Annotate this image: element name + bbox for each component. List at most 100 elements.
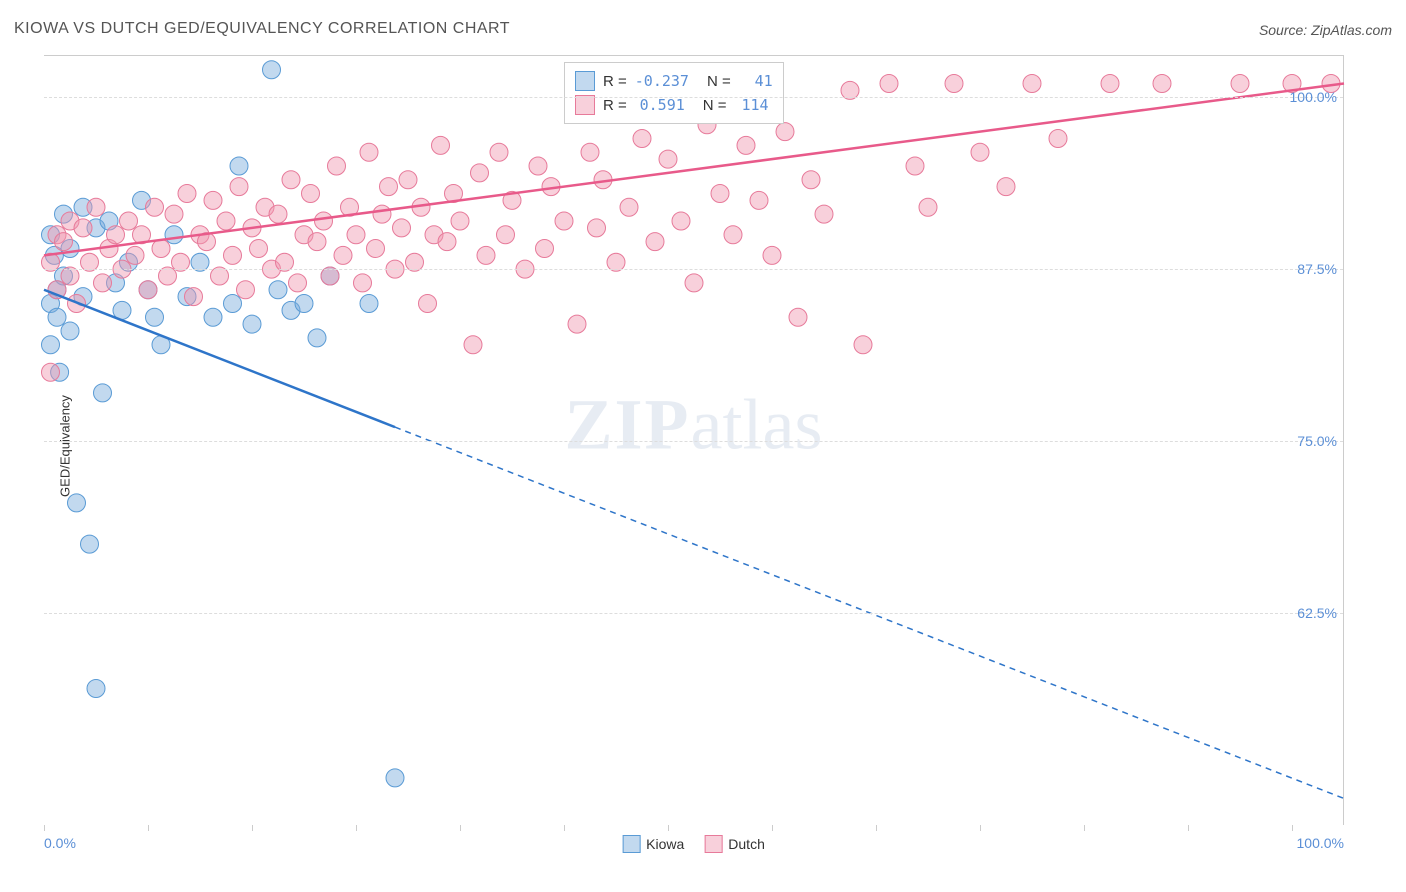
data-point xyxy=(659,150,677,168)
data-point xyxy=(880,75,898,93)
data-point xyxy=(646,233,664,251)
data-point xyxy=(146,308,164,326)
data-point xyxy=(107,226,125,244)
data-point xyxy=(263,61,281,79)
data-point xyxy=(360,295,378,313)
data-point xyxy=(204,191,222,209)
data-point xyxy=(763,246,781,264)
data-point xyxy=(120,212,138,230)
legend-item: Kiowa xyxy=(622,835,684,853)
x-tick xyxy=(1084,825,1085,831)
data-point xyxy=(1231,75,1249,93)
data-point xyxy=(386,769,404,787)
data-point xyxy=(724,226,742,244)
data-point xyxy=(81,535,99,553)
data-point xyxy=(328,157,346,175)
r-value: 0.591 xyxy=(635,96,685,114)
data-point xyxy=(74,219,92,237)
data-point xyxy=(308,233,326,251)
data-point xyxy=(555,212,573,230)
n-label: N = xyxy=(707,73,731,90)
x-tick xyxy=(772,825,773,831)
data-point xyxy=(1153,75,1171,93)
data-point xyxy=(373,205,391,223)
data-point xyxy=(347,226,365,244)
data-point xyxy=(269,205,287,223)
data-point xyxy=(737,136,755,154)
data-point xyxy=(1023,75,1041,93)
x-tick xyxy=(668,825,669,831)
stats-row: R = -0.237 N = 41 xyxy=(575,69,773,93)
stats-legend-box: R =-0.237N =41R =0.591N =114 xyxy=(564,62,784,124)
data-point xyxy=(438,233,456,251)
data-point xyxy=(789,308,807,326)
data-point xyxy=(380,178,398,196)
legend-item: Dutch xyxy=(704,835,765,853)
data-point xyxy=(230,178,248,196)
r-label: R = xyxy=(603,73,627,90)
data-point xyxy=(471,164,489,182)
data-point xyxy=(204,308,222,326)
data-point xyxy=(315,212,333,230)
data-point xyxy=(477,246,495,264)
data-point xyxy=(529,157,547,175)
data-point xyxy=(672,212,690,230)
data-point xyxy=(802,171,820,189)
r-value: -0.237 xyxy=(635,72,689,90)
data-point xyxy=(588,219,606,237)
data-point xyxy=(42,336,60,354)
data-point xyxy=(776,123,794,141)
x-tick xyxy=(356,825,357,831)
data-point xyxy=(152,240,170,258)
x-tick xyxy=(460,825,461,831)
data-point xyxy=(308,329,326,347)
data-point xyxy=(87,198,105,216)
gridline xyxy=(44,441,1343,442)
data-point xyxy=(464,336,482,354)
data-point xyxy=(419,295,437,313)
n-value: 114 xyxy=(735,96,769,114)
legend-swatch xyxy=(575,71,595,91)
data-point xyxy=(282,171,300,189)
data-point xyxy=(334,246,352,264)
data-point xyxy=(432,136,450,154)
x-tick xyxy=(980,825,981,831)
data-point xyxy=(367,240,385,258)
data-point xyxy=(1049,130,1067,148)
data-point xyxy=(393,219,411,237)
y-tick-label: 87.5% xyxy=(1297,261,1337,277)
data-point xyxy=(360,143,378,161)
legend-swatch xyxy=(622,835,640,853)
data-point xyxy=(165,205,183,223)
data-point xyxy=(568,315,586,333)
data-point xyxy=(48,308,66,326)
data-point xyxy=(61,322,79,340)
gridline xyxy=(44,269,1343,270)
data-point xyxy=(815,205,833,223)
x-tick xyxy=(44,825,45,831)
data-point xyxy=(230,157,248,175)
data-point xyxy=(68,494,86,512)
x-tick xyxy=(564,825,565,831)
data-point xyxy=(178,185,196,203)
data-point xyxy=(87,680,105,698)
data-point xyxy=(536,240,554,258)
x-tick xyxy=(148,825,149,831)
r-label: R = xyxy=(603,97,627,114)
data-point xyxy=(224,246,242,264)
data-point xyxy=(1101,75,1119,93)
x-tick xyxy=(1188,825,1189,831)
data-point xyxy=(224,295,242,313)
data-point xyxy=(451,212,469,230)
n-value: 41 xyxy=(739,72,773,90)
data-point xyxy=(55,233,73,251)
y-tick-label: 75.0% xyxy=(1297,433,1337,449)
data-point xyxy=(237,281,255,299)
x-tick-label: 0.0% xyxy=(44,835,76,851)
data-point xyxy=(243,315,261,333)
data-point xyxy=(165,226,183,244)
data-point xyxy=(94,384,112,402)
legend-label: Dutch xyxy=(728,836,765,852)
data-point xyxy=(581,143,599,161)
data-point xyxy=(685,274,703,292)
